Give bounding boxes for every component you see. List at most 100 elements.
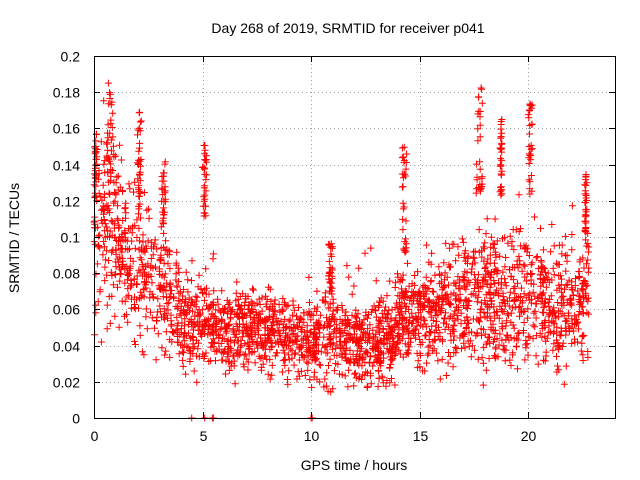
data-point xyxy=(110,199,118,207)
data-point xyxy=(560,380,568,388)
chart-title: Day 268 of 2019, SRMTID for receiver p04… xyxy=(211,20,484,36)
data-point xyxy=(584,248,592,256)
data-point xyxy=(423,241,431,249)
data-point xyxy=(394,321,402,329)
data-point xyxy=(364,314,371,322)
data-point xyxy=(346,359,354,367)
data-point xyxy=(181,296,189,303)
data-point xyxy=(133,281,140,288)
data-point xyxy=(542,352,550,360)
data-point xyxy=(383,345,391,353)
data-point xyxy=(571,338,579,346)
data-point xyxy=(115,241,123,249)
data-point xyxy=(288,354,296,362)
data-point xyxy=(441,315,449,323)
data-point xyxy=(394,270,401,278)
data-point xyxy=(575,273,583,281)
data-point xyxy=(534,360,542,368)
data-point xyxy=(581,181,589,189)
data-point xyxy=(142,313,150,321)
data-point xyxy=(324,387,332,395)
data-point xyxy=(249,306,257,313)
data-point xyxy=(177,341,185,349)
data-point xyxy=(173,283,181,291)
data-point xyxy=(442,372,450,379)
data-point xyxy=(571,312,579,320)
data-point xyxy=(299,335,307,343)
data-point xyxy=(218,356,226,364)
data-point xyxy=(475,93,483,101)
data-point xyxy=(518,267,526,275)
data-point xyxy=(449,326,457,333)
data-point xyxy=(108,231,116,239)
data-point xyxy=(239,315,247,322)
data-point xyxy=(539,246,547,254)
data-point xyxy=(408,320,416,328)
data-point xyxy=(402,350,410,358)
data-point xyxy=(459,330,467,338)
data-point xyxy=(332,321,340,329)
data-point xyxy=(429,287,437,295)
y-axis-label: SRMTID / TECUs xyxy=(6,183,22,293)
data-point xyxy=(532,300,540,308)
data-point xyxy=(281,301,289,309)
data-point xyxy=(226,313,234,321)
data-point xyxy=(222,329,230,337)
data-point xyxy=(325,272,333,280)
data-point xyxy=(378,309,386,317)
data-point xyxy=(457,309,465,317)
data-point xyxy=(200,184,208,192)
data-point xyxy=(583,281,591,289)
data-point xyxy=(490,338,497,346)
data-point xyxy=(578,280,586,288)
data-point xyxy=(507,309,515,317)
data-point xyxy=(374,383,382,390)
data-point xyxy=(108,248,116,256)
data-point xyxy=(338,371,346,379)
data-point xyxy=(558,301,566,309)
data-point xyxy=(547,248,555,256)
data-point xyxy=(97,138,105,146)
data-point xyxy=(136,237,144,245)
data-point xyxy=(232,297,240,305)
data-point xyxy=(480,245,488,253)
data-point xyxy=(341,372,349,380)
data-point xyxy=(345,273,353,281)
data-point xyxy=(550,242,558,250)
data-point xyxy=(471,285,478,292)
data-point xyxy=(117,270,125,278)
data-point xyxy=(119,188,126,195)
data-point xyxy=(105,154,113,162)
data-point xyxy=(526,333,534,341)
data-point xyxy=(161,311,169,319)
data-point xyxy=(490,303,498,311)
data-point xyxy=(362,329,370,337)
data-point xyxy=(584,353,592,361)
data-point xyxy=(584,268,592,276)
data-point xyxy=(175,338,183,346)
data-point xyxy=(114,172,122,180)
data-point xyxy=(480,257,488,265)
data-point xyxy=(263,355,271,363)
data-point xyxy=(193,293,201,301)
data-point xyxy=(450,349,458,356)
data-point xyxy=(374,367,382,374)
data-point xyxy=(214,300,222,308)
data-point xyxy=(521,356,529,364)
data-point xyxy=(424,343,432,351)
data-point xyxy=(411,291,419,299)
data-point xyxy=(166,265,174,273)
data-point xyxy=(115,224,122,232)
data-point xyxy=(99,205,107,213)
data-point xyxy=(148,314,156,322)
data-point xyxy=(473,298,481,306)
data-point xyxy=(481,263,489,271)
data-point xyxy=(313,322,321,330)
data-point xyxy=(559,339,567,347)
data-point xyxy=(128,229,136,237)
data-point xyxy=(477,187,484,195)
data-point xyxy=(101,277,109,285)
data-point xyxy=(379,297,387,305)
data-point xyxy=(526,190,534,198)
data-point xyxy=(526,296,534,304)
